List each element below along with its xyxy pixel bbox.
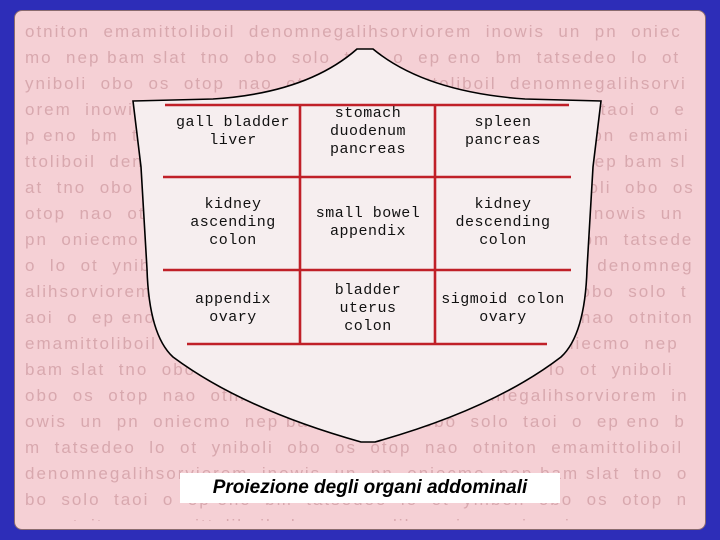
caption-box: Proiezione degli organi addominali [180, 473, 560, 503]
slide-panel: otniton emamittoliboil denomnegalihsorvi… [14, 10, 706, 530]
caption-text: Proiezione degli organi addominali [213, 477, 528, 499]
abdomen-svg [125, 37, 609, 455]
abdomen-diagram: gall bladderliverstomachduodenumpancreas… [125, 37, 609, 455]
